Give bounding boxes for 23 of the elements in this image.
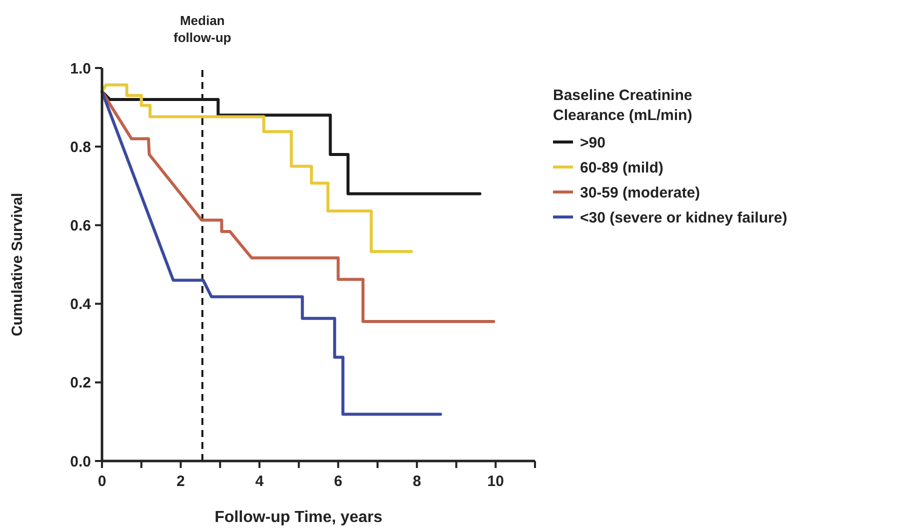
line-series [100,83,413,254]
legend-label: 30-59 (moderate) [580,184,700,202]
x-tick-label: 8 [412,473,422,490]
x-tick-label: 0 [98,473,106,490]
ref-line-label: Median follow-up [173,13,232,45]
y-axis-title: Cumulative Survival [9,192,26,336]
x-tick-label: 10 [487,473,504,490]
legend-label: >90 [580,134,606,152]
y-tick-label: 0.6 [70,217,91,234]
y-tick-label: 0.4 [70,296,92,314]
line-series [100,90,442,416]
legend-title: Baseline Creatinine Clearance (mL/min) [553,87,692,124]
x-tick-label: 2 [176,473,185,490]
legend-label: 60-89 (mild) [580,159,664,176]
y-tick-label: 1.0 [70,60,91,78]
x-tick-label: 4 [255,473,264,490]
y-tick-label: 0.0 [70,453,91,470]
x-tick-label: 6 [334,473,342,490]
line-series [100,90,496,323]
x-axis-title: Follow-up Time, years [214,509,382,526]
y-tick-label: 0.2 [70,374,91,392]
legend-label: <30 (severe or kidney failure) [580,209,788,226]
y-tick-label: 0.8 [70,138,91,156]
